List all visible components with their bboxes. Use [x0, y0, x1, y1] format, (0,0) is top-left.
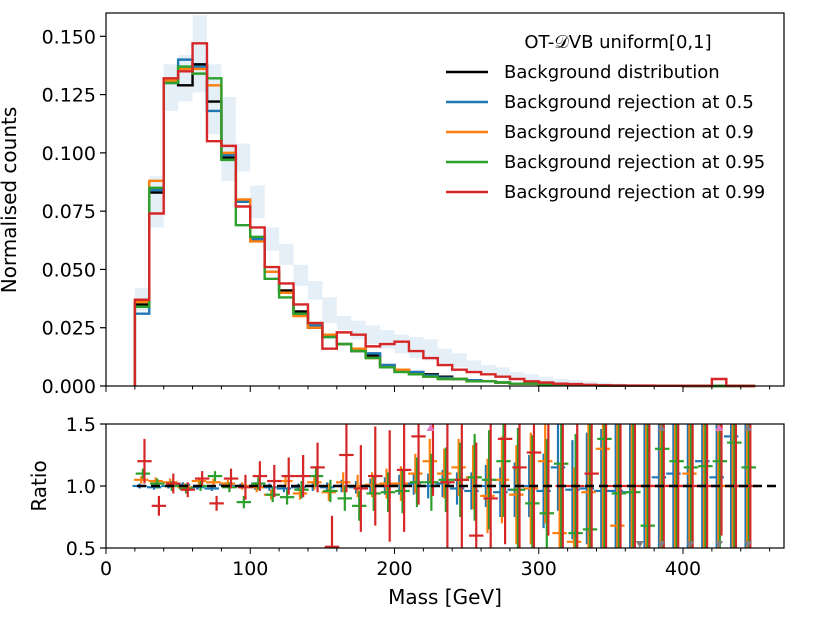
main-y-axis-label: Normalised counts: [0, 107, 21, 294]
uncertainty-band-bin: [206, 64, 222, 135]
main-y-axis: 0.000 0.025 0.050 0.075 0.100 0.125 0.150: [42, 26, 106, 398]
uncertainty-band-bin: [567, 380, 583, 384]
x-tick-label: 0: [100, 558, 112, 580]
uncertainty-band-bin: [163, 64, 179, 111]
overflow-up-marker: [657, 424, 666, 431]
overflow-up-marker: [715, 424, 724, 431]
legend-label-1: Background rejection at 0.5: [504, 92, 754, 113]
overflow-down-marker: [686, 541, 695, 548]
uncertainty-band-bin: [466, 360, 482, 373]
overflow-up-marker: [743, 424, 752, 431]
uncertainty-band-bin: [221, 96, 236, 181]
x-tick-label: 400: [665, 558, 701, 580]
uncertainty-band-bin: [538, 376, 554, 382]
uncertainty-band-bin: [293, 264, 308, 286]
overflow-down-marker: [657, 541, 666, 548]
uncertainty-band-bin: [307, 281, 323, 300]
uncertainty-band-bin: [192, 15, 207, 93]
x-tick-label: 100: [232, 558, 268, 580]
uncertainty-band-bin: [437, 348, 453, 366]
uncertainty-band-bin: [279, 243, 294, 265]
uncertainty-band-bin: [365, 325, 381, 345]
uncertainty-band-bin: [582, 381, 597, 385]
main-y-tick-label: 0.150: [42, 26, 96, 48]
uncertainty-band-bin: [149, 176, 164, 228]
uncertainty-band-bin: [250, 185, 265, 219]
x-tick-label: 200: [376, 558, 412, 580]
uncertainty-band-bin: [481, 365, 496, 375]
uncertainty-band-bin: [509, 372, 525, 380]
ratio-y-tick-label: 0.5: [66, 538, 96, 560]
ratio-y-axis-label: Ratio: [27, 460, 51, 511]
main-y-tick-label: 0.125: [42, 85, 96, 107]
uncertainty-band-bin: [336, 316, 352, 331]
main-y-tick-label: 0.050: [42, 259, 96, 281]
main-plot-frame: [105, 12, 785, 387]
uncertainty-band-bin: [235, 143, 251, 172]
legend-label-4: Background rejection at 0.99: [504, 182, 765, 203]
ratio-x-axis: 0 100 200 300 400: [100, 548, 771, 580]
uncertainty-band-bin: [596, 382, 611, 385]
uncertainty-band-bin: [423, 339, 438, 361]
uncertainty-band-bin: [394, 334, 409, 354]
x-axis-label: Mass [GeV]: [388, 585, 502, 609]
ratio-y-axis: 0.5 1.0 1.5: [66, 414, 106, 560]
legend-label-3: Background rejection at 0.95: [504, 152, 765, 173]
x-tick-label: 300: [521, 558, 557, 580]
legend-label-2: Background rejection at 0.9: [504, 122, 754, 143]
uncertainty-band-bin: [408, 337, 424, 359]
legend-label-0: Background distribution: [504, 62, 720, 83]
overflow-down-marker: [743, 541, 752, 548]
overflow-up-marker: [426, 424, 435, 431]
uncertainty-band-bin: [380, 330, 395, 349]
ratio-y-tick-label: 1.5: [66, 414, 96, 436]
uncertainty-band-bin: [322, 297, 337, 324]
uncertainty-band-bin: [351, 320, 366, 340]
uncertainty-band-bin: [553, 379, 568, 383]
legend: OT-𝒟VB uniform[0,1] Background distribut…: [446, 32, 765, 203]
legend-title: OT-𝒟VB uniform[0,1]: [524, 32, 711, 53]
main-y-tick-label: 0.025: [42, 318, 96, 340]
main-y-tick-label: 0.075: [42, 201, 96, 223]
ratio-y-tick-label: 1.0: [66, 476, 96, 498]
uncertainty-band-bin: [452, 353, 467, 368]
main-y-tick-label: 0.000: [42, 376, 96, 398]
uncertainty-band-bin: [524, 374, 539, 381]
overflow-down-marker: [635, 541, 644, 548]
uncertainty-band-bin: [495, 367, 510, 377]
uncertainty-band-bin: [264, 227, 280, 251]
main-y-tick-label: 0.100: [42, 143, 96, 165]
overflow-down-marker: [715, 541, 724, 548]
main-x-ticks: [105, 386, 771, 392]
uncertainty-band-bin: [178, 54, 193, 102]
